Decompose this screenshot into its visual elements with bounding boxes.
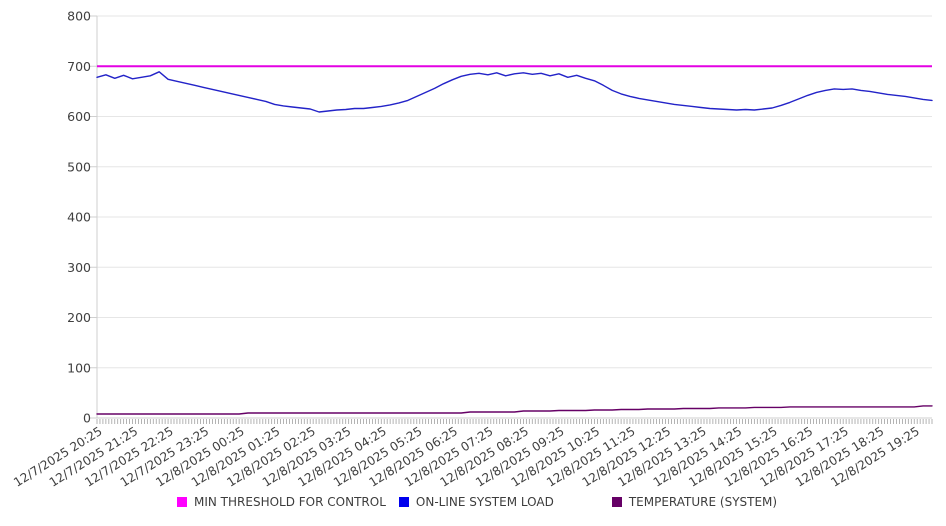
legend-swatch-temperature-system-icon <box>611 497 622 507</box>
legend-item-online-system-load[interactable]: ON-LINE SYSTEM LOAD <box>398 495 554 509</box>
svg-text:800: 800 <box>67 9 91 24</box>
svg-text:100: 100 <box>67 360 91 375</box>
legend-item-temperature-system[interactable]: TEMPERATURE (SYSTEM) <box>611 495 778 509</box>
legend-swatch-min-threshold-icon <box>177 497 187 507</box>
svg-text:500: 500 <box>67 159 91 174</box>
svg-text:400: 400 <box>67 210 91 225</box>
legend-label-temperature-system: TEMPERATURE (SYSTEM) <box>628 495 778 509</box>
chart-legend: MIN THRESHOLD FOR CONTROL ON-LINE SYSTEM… <box>177 495 777 509</box>
legend-label-online-system-load: ON-LINE SYSTEM LOAD <box>415 495 554 509</box>
svg-text:300: 300 <box>67 260 91 275</box>
legend-swatch-online-system-load-icon <box>398 497 409 507</box>
svg-text:600: 600 <box>67 109 91 124</box>
svg-text:700: 700 <box>67 59 91 74</box>
svg-text:200: 200 <box>67 310 91 325</box>
svg-text:0: 0 <box>83 411 91 426</box>
legend-item-min-threshold[interactable]: MIN THRESHOLD FOR CONTROL <box>177 495 386 509</box>
legend-label-min-threshold: MIN THRESHOLD FOR CONTROL <box>194 495 386 509</box>
